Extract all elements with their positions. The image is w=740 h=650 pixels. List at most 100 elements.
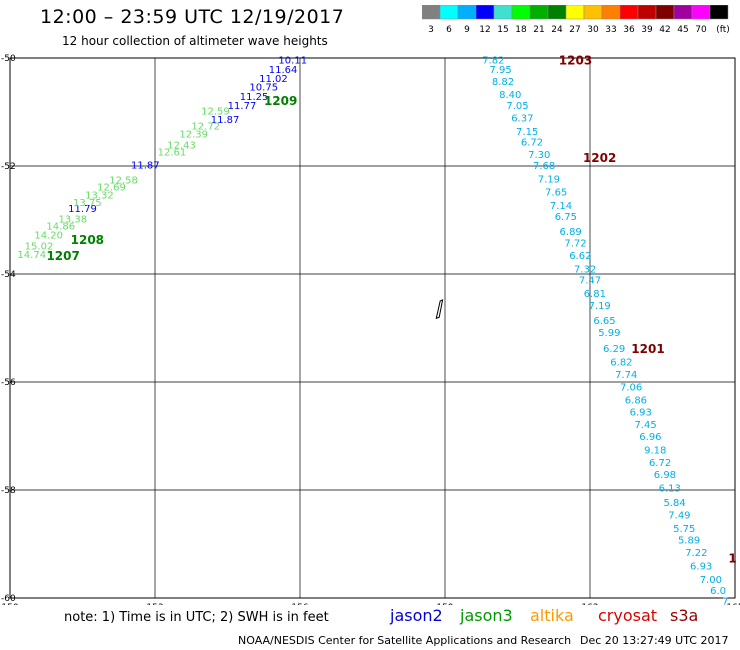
wave-height-value: 11.79 xyxy=(68,204,97,215)
legend-label: 36 xyxy=(623,25,635,35)
wave-height-value: 7.68 xyxy=(533,161,555,172)
legend-label: 70 xyxy=(695,25,707,35)
wave-height-value: 14.74 xyxy=(17,250,46,261)
mission-cryosat: cryosat xyxy=(598,606,658,625)
wave-height-value: 12.43 xyxy=(167,140,196,151)
legend-label: 9 xyxy=(464,25,470,35)
wave-height-value: 6.0 xyxy=(710,586,726,597)
wave-height-value: 6.81 xyxy=(584,289,606,300)
page-title: 12:00 – 23:59 UTC 12/19/2017 xyxy=(40,6,345,28)
wave-height-value: 6.13 xyxy=(659,483,681,494)
x-tick-label: 153 xyxy=(146,603,163,605)
footer-note: note: 1) Time is in UTC; 2) SWH is in fe… xyxy=(64,610,329,625)
wave-height-value: 11.64 xyxy=(269,65,298,76)
wave-height-value: 5.89 xyxy=(678,536,700,547)
credit-text: NOAA/NESDIS Center for Satellite Applica… xyxy=(238,634,572,647)
legend-label: 24 xyxy=(551,25,563,35)
y-tick-label: -60 xyxy=(1,594,16,604)
wave-height-map: 150 153 156 159 162 165 -50 -52 -54 -56 -58 -60 10.1… xyxy=(1,54,740,605)
wave-height-value: 7.05 xyxy=(506,101,528,112)
wave-height-value: 12.59 xyxy=(201,106,230,117)
pass-number-label: 1 xyxy=(728,552,736,566)
wave-height-value: 11.25 xyxy=(240,92,269,103)
wave-height-value: 7.22 xyxy=(685,548,707,559)
wave-height-value: 12.39 xyxy=(179,130,208,141)
wave-height-value: 7.06 xyxy=(620,382,642,393)
legend-label: 21 xyxy=(533,25,544,35)
x-tick-label: 159 xyxy=(436,603,453,605)
legend-label: 6 xyxy=(446,25,452,35)
wave-height-value: 7.72 xyxy=(564,239,586,250)
wave-height-value: 7 xyxy=(722,597,728,605)
x-tick-label: 150 xyxy=(1,603,18,605)
wave-height-value: 5.84 xyxy=(663,498,685,509)
wave-height-value: 7.30 xyxy=(528,150,550,161)
wave-height-value: 11.77 xyxy=(228,101,257,112)
wave-height-value: 6.82 xyxy=(610,357,632,368)
wave-height-value: 6.93 xyxy=(690,562,712,573)
wave-height-value: 7.45 xyxy=(634,420,656,431)
legend-label: 45 xyxy=(677,25,688,35)
wave-height-value: 7.74 xyxy=(615,370,637,381)
legend-label: 42 xyxy=(659,25,670,35)
wave-height-value: 13.32 xyxy=(85,191,114,202)
wave-height-value: 7.47 xyxy=(579,275,601,286)
pass-number-label: 1209 xyxy=(264,94,297,108)
pass-number-label: 1207 xyxy=(46,249,79,263)
wave-height-value: 6.75 xyxy=(555,212,577,223)
x-tick-label: 162 xyxy=(581,603,598,605)
wave-height-value: 6.98 xyxy=(654,470,676,481)
mission-s3a: s3a xyxy=(670,606,699,625)
legend-label: 30 xyxy=(587,25,599,35)
mission-jason3: jason3 xyxy=(460,606,513,625)
legend-label: 33 xyxy=(605,25,616,35)
wave-height-value: 7.14 xyxy=(550,201,572,212)
wave-height-value: 6.72 xyxy=(649,458,671,469)
wave-height-value: 11.87 xyxy=(211,115,240,126)
wave-height-value: 14.86 xyxy=(46,221,75,232)
legend-label: 12 xyxy=(479,25,490,35)
color-scale-legend: 3 6 9 12 15 18 21 24 27 30 33 36 39 42 45 70 (ft) xyxy=(422,5,730,35)
wave-height-value: 7.95 xyxy=(489,65,511,76)
wave-height-value: 5.99 xyxy=(598,328,620,339)
mission-altika: altika xyxy=(530,606,574,625)
wave-height-value: 6.37 xyxy=(511,113,533,124)
x-tick-label: 156 xyxy=(291,603,308,605)
wave-height-value: 7.32 xyxy=(574,265,596,276)
wave-height-value: 13.75 xyxy=(73,198,102,209)
legend-swatch xyxy=(709,5,729,20)
wave-height-value: 7.15 xyxy=(516,127,538,138)
page-subtitle: 12 hour collection of altimeter wave hei… xyxy=(62,34,328,48)
wave-height-value: 5.75 xyxy=(673,524,695,535)
wave-height-value: 6.86 xyxy=(625,395,647,406)
pass-number-label: 1208 xyxy=(71,233,104,247)
wave-height-value: 11.87 xyxy=(131,160,160,171)
y-tick-label: -52 xyxy=(1,162,16,172)
wave-height-value: 11.02 xyxy=(259,74,288,85)
wave-height-value: 14.20 xyxy=(34,231,63,242)
wave-height-value: 15.02 xyxy=(25,241,54,252)
map-frame xyxy=(9,57,736,599)
mission-jason2: jason2 xyxy=(390,606,443,625)
wave-height-value: 7.19 xyxy=(538,174,560,185)
legend-label: 15 xyxy=(497,25,508,35)
legend-label: 18 xyxy=(515,25,527,35)
legend-label: 3 xyxy=(428,25,434,35)
wave-height-value: 7.49 xyxy=(668,510,690,521)
wave-height-value: 12.69 xyxy=(97,183,126,194)
wave-height-value: 12.72 xyxy=(191,122,220,133)
wave-height-value: 7.00 xyxy=(700,575,722,586)
wave-height-value: 6.62 xyxy=(569,251,591,262)
pass-number-label: 1201 xyxy=(631,342,664,356)
wave-height-value: 6.72 xyxy=(521,138,543,149)
legend-label: 27 xyxy=(569,25,580,35)
wave-height-value: 10.75 xyxy=(249,83,278,94)
pass-number-label: 1202 xyxy=(583,151,616,165)
y-tick-label: -54 xyxy=(1,270,16,280)
wave-height-value: 9.18 xyxy=(644,446,666,457)
wave-height-value: 7.82 xyxy=(482,56,504,67)
wave-height-value: 13.38 xyxy=(59,214,88,225)
wave-height-value: 6.93 xyxy=(630,408,652,419)
wave-height-value: 6.96 xyxy=(639,432,661,443)
wave-height-value: 6.65 xyxy=(593,316,615,327)
